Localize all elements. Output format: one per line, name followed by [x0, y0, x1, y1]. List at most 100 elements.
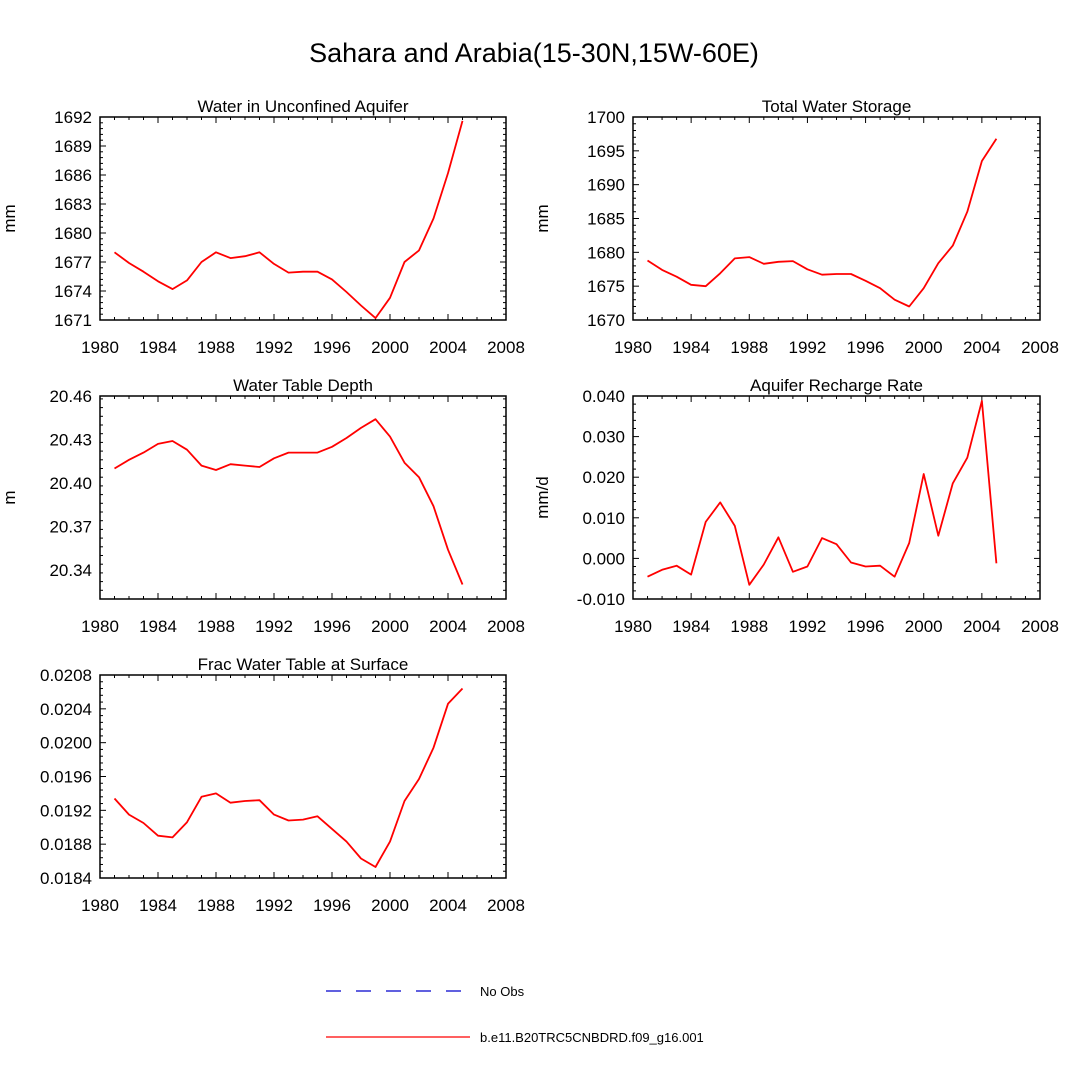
x-tick-label: 1992 [255, 338, 293, 357]
y-tick-label: 1671 [54, 311, 92, 330]
panel-2: 1980 1984 1988 1992 1996 2000 2004 2008 1670 1675… [533, 97, 1059, 357]
y-axis-label: mm [533, 204, 552, 232]
y-tick-label: 20.37 [49, 518, 92, 537]
panels: 1980 1984 1988 1992 1996 2000 2004 2008 1671 1674… [0, 97, 1059, 915]
y-tick-label: 1680 [587, 243, 625, 262]
x-tick-label: 2008 [1021, 338, 1059, 357]
plot-frame [99, 116, 507, 321]
y-tick-label: 0.0188 [40, 835, 92, 854]
x-tick-label: 1988 [197, 896, 235, 915]
x-tick-label: 1992 [789, 338, 827, 357]
y-tick-label: 0.010 [582, 509, 625, 528]
y-axis-label: m [0, 490, 19, 504]
x-tick-label: 1988 [197, 617, 235, 636]
x-tick-label: 1980 [81, 617, 119, 636]
series-line [113, 687, 464, 868]
y-tick-label: 1695 [587, 142, 625, 161]
panel-title: Frac Water Table at Surface [198, 655, 409, 674]
x-tick-label: 1988 [197, 338, 235, 357]
panel-5: 1980 1984 1988 1992 1996 2000 2004 2008 0.0184 0.… [40, 655, 525, 915]
y-tick-label: 1675 [587, 277, 625, 296]
x-tick-label: 1980 [614, 338, 652, 357]
y-tick-label: 20.43 [49, 431, 92, 450]
y-tick-label: 0.030 [582, 428, 625, 447]
y-tick-label: 1690 [587, 176, 625, 195]
y-tick-label: 1674 [54, 282, 92, 301]
plot-frame [99, 395, 507, 600]
x-tick-label: 2008 [487, 617, 525, 636]
y-tick-label: 1686 [54, 166, 92, 185]
y-tick-label: 1692 [54, 108, 92, 127]
x-tick-label: 1984 [139, 896, 177, 915]
plot-frame [632, 395, 1041, 600]
legend-obs-label: No Obs [480, 984, 525, 999]
y-tick-label: 0.040 [582, 387, 625, 406]
y-tick-label: 1685 [587, 210, 625, 229]
y-tick-label: 1680 [54, 224, 92, 243]
y-tick-label: 20.34 [49, 561, 92, 580]
y-tick-label: 0.0196 [40, 768, 92, 787]
y-axis-label: mm/d [533, 476, 552, 519]
x-tick-label: 1980 [81, 338, 119, 357]
panel-title: Water Table Depth [233, 376, 373, 395]
x-tick-label: 2000 [905, 338, 943, 357]
panel-title: Total Water Storage [762, 97, 912, 116]
x-tick-label: 1984 [672, 338, 710, 357]
series-line [113, 120, 464, 320]
panel-1: 1980 1984 1988 1992 1996 2000 2004 2008 1671 1674… [0, 97, 525, 357]
x-tick-label: 2004 [429, 617, 467, 636]
x-tick-label: 1980 [614, 617, 652, 636]
y-tick-label: -0.010 [577, 590, 625, 609]
x-tick-label: 1996 [847, 338, 885, 357]
x-tick-label: 1992 [255, 617, 293, 636]
panel-3: 1980 1984 1988 1992 1996 2000 2004 2008 20.34 20.… [0, 376, 525, 636]
plot-frame [99, 674, 507, 879]
x-tick-label: 2008 [487, 338, 525, 357]
y-tick-label: 1700 [587, 108, 625, 127]
series-line [647, 138, 998, 308]
y-tick-label: 1683 [54, 195, 92, 214]
x-tick-label: 1996 [313, 896, 351, 915]
figure-title: Sahara and Arabia(15-30N,15W-60E) [309, 38, 759, 68]
y-tick-label: 20.46 [49, 387, 92, 406]
x-tick-label: 1996 [313, 617, 351, 636]
x-tick-label: 2000 [371, 338, 409, 357]
x-tick-label: 1992 [789, 617, 827, 636]
x-tick-label: 2004 [963, 338, 1001, 357]
panel-title: Aquifer Recharge Rate [750, 376, 923, 395]
x-tick-label: 2004 [429, 338, 467, 357]
x-tick-label: 2004 [429, 896, 467, 915]
x-tick-label: 1980 [81, 896, 119, 915]
x-tick-label: 2008 [1021, 617, 1059, 636]
x-tick-label: 1984 [139, 617, 177, 636]
y-tick-label: 0.000 [582, 549, 625, 568]
y-tick-label: 0.0208 [40, 666, 92, 685]
x-tick-label: 2004 [963, 617, 1001, 636]
x-tick-label: 2000 [371, 617, 409, 636]
y-axis-label: mm [0, 204, 19, 232]
legend-model-label: b.e11.B20TRC5CNBDRD.f09_g16.001 [480, 1030, 704, 1045]
y-tick-label: 1677 [54, 253, 92, 272]
x-tick-label: 1996 [847, 617, 885, 636]
series-line [114, 418, 464, 585]
x-tick-label: 1988 [730, 617, 768, 636]
panel-title: Water in Unconfined Aquifer [197, 97, 408, 116]
x-tick-label: 2008 [487, 896, 525, 915]
y-tick-label: 1670 [587, 311, 625, 330]
x-tick-label: 1988 [730, 338, 768, 357]
y-tick-label: 0.0204 [40, 700, 92, 719]
series-line [647, 399, 998, 586]
x-tick-label: 1984 [672, 617, 710, 636]
x-tick-label: 2000 [905, 617, 943, 636]
plot-frame [632, 116, 1041, 321]
y-tick-label: 0.020 [582, 468, 625, 487]
legend: No Obs b.e11.B20TRC5CNBDRD.f09_g16.001 [326, 984, 704, 1045]
x-tick-label: 1996 [313, 338, 351, 357]
x-tick-label: 1984 [139, 338, 177, 357]
y-tick-label: 1689 [54, 137, 92, 156]
y-tick-label: 0.0184 [40, 869, 92, 888]
panel-4: 1980 1984 1988 1992 1996 2000 2004 2008 -0.010 0.… [533, 376, 1059, 636]
y-tick-label: 0.0200 [40, 734, 92, 753]
y-tick-label: 20.40 [49, 474, 92, 493]
